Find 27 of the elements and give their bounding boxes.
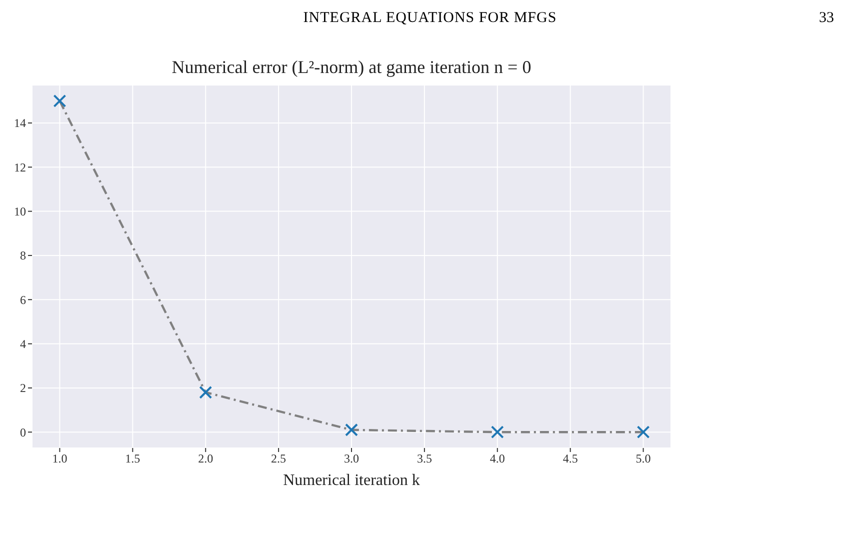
x-tick-label: 1.5: [125, 452, 140, 466]
x-tick-label: 2.0: [198, 452, 214, 466]
y-tick-label: 4: [20, 337, 26, 352]
x-tick-label: 3.0: [344, 452, 359, 466]
text: INTEGRAL EQUATIONS FOR MFGS: [303, 10, 557, 26]
point: [636, 426, 650, 439]
y-tick-label: 2: [20, 381, 26, 396]
text: 33: [819, 10, 834, 27]
x-tick-label: 3.5: [416, 452, 432, 466]
x-tick-label: 5.0: [636, 452, 651, 466]
x-tick-label: 4.0: [490, 452, 505, 466]
x-tick-label: 2.5: [271, 452, 286, 466]
point: [53, 94, 66, 108]
y-tick-label: 0: [20, 425, 26, 440]
x-tick-label: 4.5: [562, 452, 578, 466]
point: [490, 426, 504, 439]
point: [345, 423, 358, 436]
y-tick-label: 8: [20, 248, 26, 263]
x-tick-label: 1.0: [52, 452, 68, 466]
y-tick-label: 6: [20, 292, 26, 307]
y-tick-label: 12: [14, 160, 26, 174]
line-series: [58, 100, 644, 434]
point: [199, 386, 212, 399]
x-axis-title: Numerical iteration k: [283, 472, 420, 489]
chart-title: Numerical error (L²-norm) at game iteration n = 0: [170, 57, 532, 78]
y-tick-label: 14: [14, 116, 26, 130]
y-tick-label: 10: [14, 204, 26, 219]
